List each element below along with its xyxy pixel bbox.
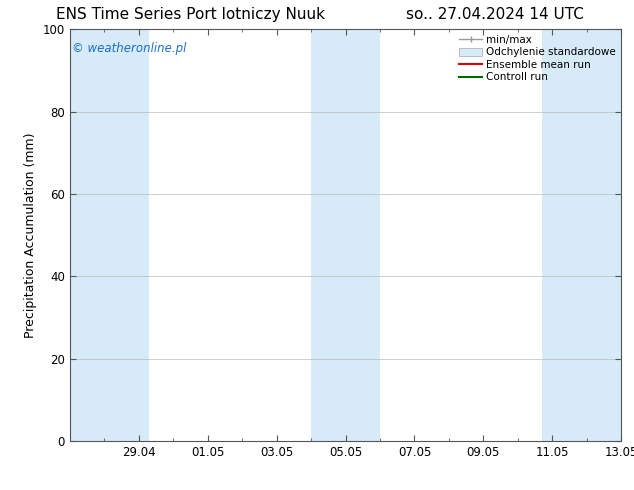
Y-axis label: Precipitation Accumulation (mm): Precipitation Accumulation (mm) — [24, 132, 37, 338]
Legend: min/max, Odchylenie standardowe, Ensemble mean run, Controll run: min/max, Odchylenie standardowe, Ensembl… — [457, 32, 618, 84]
Text: so.. 27.04.2024 14 UTC: so.. 27.04.2024 14 UTC — [406, 7, 583, 23]
Bar — [311, 29, 380, 441]
Text: © weatheronline.pl: © weatheronline.pl — [72, 42, 187, 55]
Bar — [70, 29, 149, 441]
Bar — [542, 29, 621, 441]
Text: ENS Time Series Port lotniczy Nuuk: ENS Time Series Port lotniczy Nuuk — [56, 7, 325, 23]
